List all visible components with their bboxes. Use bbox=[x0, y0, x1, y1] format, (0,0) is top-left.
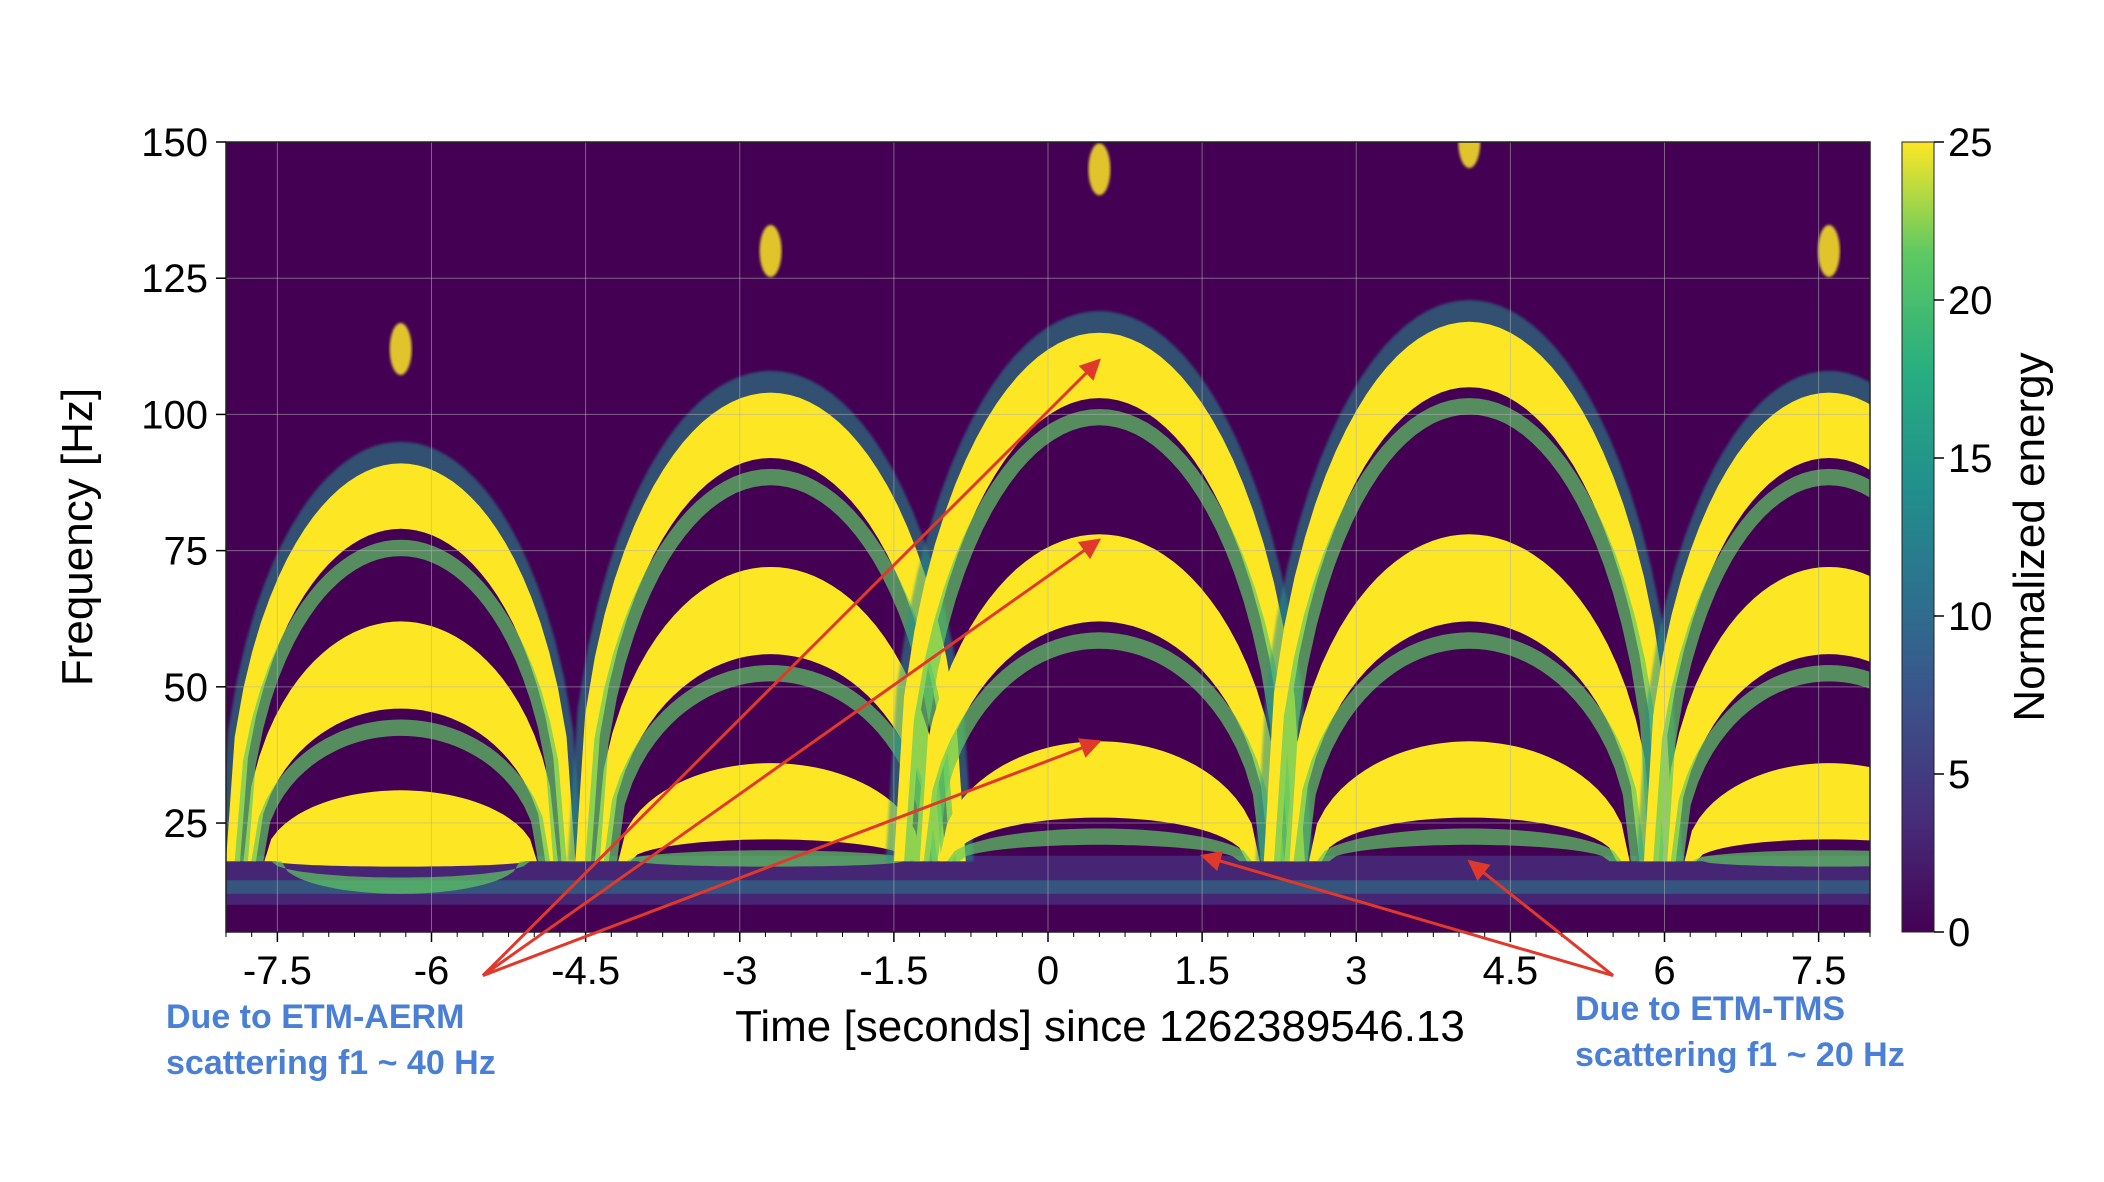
arch-harmonic-3 bbox=[1263, 321, 1675, 862]
arch-harmonic-3 bbox=[575, 392, 966, 862]
x-tick-label: -3 bbox=[722, 949, 758, 993]
arch-harmonic-edge-2 bbox=[251, 719, 551, 862]
arch-top-blob bbox=[1088, 143, 1111, 196]
arch-harmonic-2 bbox=[1662, 567, 1870, 862]
annotation-arrows bbox=[481, 358, 1615, 978]
x-tick-label: 6 bbox=[1653, 949, 1675, 993]
colorbar-tick-label: 25 bbox=[1948, 121, 1993, 165]
x-tick-label: 0 bbox=[1037, 949, 1059, 993]
arch-top-blob bbox=[389, 323, 412, 376]
annotation-etm-tms-line2: scattering f1 ~ 20 Hz bbox=[1575, 1036, 1905, 1074]
annotation-etm-aerm-line2: scattering f1 ~ 40 Hz bbox=[166, 1044, 496, 1082]
annotation-arrow bbox=[482, 738, 1102, 977]
x-tick-label: 1.5 bbox=[1174, 949, 1230, 993]
arch-harmonic-1 bbox=[264, 790, 537, 867]
colorbar-tick-label: 15 bbox=[1948, 437, 1993, 481]
annotation-etm-aerm: Due to ETM-AERM scattering f1 ~ 40 Hz bbox=[166, 994, 496, 1086]
colorbar-tick-label: 10 bbox=[1948, 595, 1993, 639]
x-tick-label: -1.5 bbox=[859, 949, 928, 993]
x-tick-label: 7.5 bbox=[1791, 949, 1847, 993]
scatter-arch bbox=[1255, 142, 1683, 862]
annotation-etm-tms-line1: Due to ETM-TMS bbox=[1575, 990, 1846, 1028]
spectrogram-plot-area bbox=[225, 141, 1871, 933]
colorbar-tick-label: 5 bbox=[1948, 753, 1970, 797]
colorbar-tick-label: 0 bbox=[1948, 911, 1970, 955]
arch-harmonic-2 bbox=[594, 567, 947, 862]
annotation-arrow bbox=[1200, 850, 1614, 978]
arch-harmonic-edge-1 bbox=[947, 828, 1252, 862]
x-tick-label: -4.5 bbox=[551, 949, 620, 993]
x-axis-title: Time [seconds] since 1262389546.13 bbox=[735, 1002, 1465, 1051]
arch-top-blob bbox=[759, 224, 782, 277]
annotation-arrow bbox=[482, 538, 1102, 977]
grid-lines bbox=[226, 142, 1870, 932]
y-tick-label: 100 bbox=[141, 393, 208, 437]
arch-harmonic-2 bbox=[914, 534, 1285, 862]
y-tick-label: 50 bbox=[164, 666, 209, 710]
x-tick-label: 3 bbox=[1345, 949, 1367, 993]
x-axis-ticks: -7.5 -6 -4.5 -3 -1.5 0 1.5 3 4.5 6 7.5 bbox=[225, 932, 1871, 993]
colorbar-label: Normalized energy bbox=[2005, 352, 2054, 721]
x-tick-label: 4.5 bbox=[1483, 949, 1539, 993]
y-axis-title: Frequency [Hz] bbox=[53, 388, 102, 686]
y-tick-label: 75 bbox=[164, 530, 209, 574]
colorbar-tick-label: 20 bbox=[1948, 279, 1993, 323]
arch-harmonic-1 bbox=[1684, 763, 1870, 862]
arch-harmonic-2 bbox=[243, 621, 558, 862]
arch-harmonic-edge-1 bbox=[1317, 828, 1622, 862]
colorbar: 0 5 10 15 20 25 Normalized energy bbox=[1901, 121, 2054, 955]
annotation-arrow bbox=[1467, 859, 1615, 977]
x-tick-label: -6 bbox=[414, 949, 450, 993]
y-tick-label: 25 bbox=[164, 802, 209, 846]
y-tick-label: 150 bbox=[141, 121, 208, 165]
arch-harmonic-edge-1 bbox=[1691, 850, 1870, 867]
arch-harmonic-2 bbox=[1284, 534, 1655, 862]
arch-harmonic-1 bbox=[1309, 741, 1630, 862]
arch-harmonic-edge-1 bbox=[625, 850, 916, 867]
scatter-arch bbox=[1636, 224, 1870, 867]
colorbar-ticks: 0 5 10 15 20 25 bbox=[1934, 121, 1993, 955]
arch-harmonic-3 bbox=[226, 463, 576, 862]
scatter-arch bbox=[226, 323, 583, 894]
arch-top-blob bbox=[1458, 142, 1481, 168]
annotation-etm-aerm-line1: Due to ETM-AERM bbox=[166, 998, 465, 1036]
scatter-arch bbox=[567, 224, 974, 867]
colorbar-gradient bbox=[1901, 141, 1935, 933]
y-axis-ticks: 25 50 75 100 125 150 bbox=[141, 121, 226, 846]
x-tick-label: -7.5 bbox=[243, 949, 312, 993]
y-tick-label: 125 bbox=[141, 257, 208, 301]
annotation-etm-tms: Due to ETM-TMS scattering f1 ~ 20 Hz bbox=[1575, 986, 1905, 1078]
arch-top-blob bbox=[1817, 224, 1840, 277]
annotation-arrow bbox=[481, 358, 1101, 977]
arch-harmonic-edge-1 bbox=[271, 861, 531, 894]
